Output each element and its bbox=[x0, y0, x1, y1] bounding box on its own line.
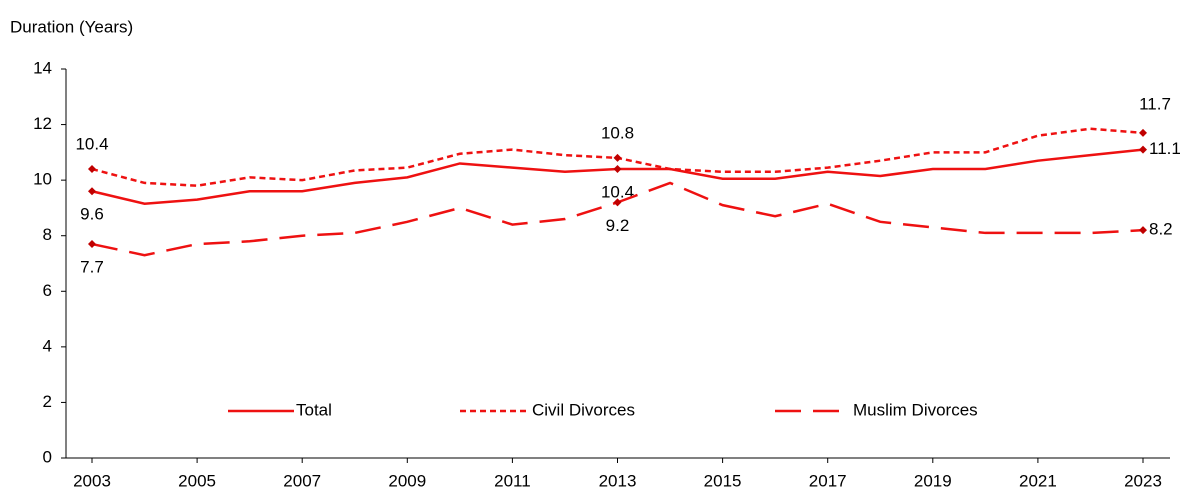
x-tick-label: 2013 bbox=[599, 471, 637, 490]
marker bbox=[613, 165, 622, 174]
marker bbox=[613, 153, 622, 162]
y-tick-label: 6 bbox=[43, 281, 52, 300]
marker bbox=[88, 240, 96, 249]
data-label: 10.4 bbox=[75, 135, 108, 154]
legend-label: Total bbox=[296, 400, 332, 419]
data-label: 11.1 bbox=[1149, 139, 1181, 158]
y-tick-label: 4 bbox=[43, 336, 52, 355]
data-label: 8.2 bbox=[1149, 220, 1173, 239]
x-tick-label: 2017 bbox=[809, 471, 847, 490]
x-tick-label: 2015 bbox=[704, 471, 742, 490]
data-label: 9.2 bbox=[606, 216, 630, 235]
legend-label: Civil Divorces bbox=[532, 400, 635, 419]
marker bbox=[88, 165, 96, 174]
x-tick-label: 2023 bbox=[1124, 471, 1162, 490]
marker bbox=[88, 187, 96, 196]
data-label: 10.8 bbox=[601, 123, 634, 142]
data-label: 9.6 bbox=[80, 205, 104, 224]
data-label: 10.4 bbox=[601, 183, 634, 202]
x-tick-label: 2003 bbox=[73, 471, 111, 490]
y-tick-label: 0 bbox=[43, 447, 52, 466]
x-tick-label: 2005 bbox=[178, 471, 216, 490]
marker bbox=[1139, 226, 1147, 235]
y-tick-label: 14 bbox=[33, 58, 52, 77]
y-tick-label: 2 bbox=[43, 392, 52, 411]
y-tick-label: 10 bbox=[33, 170, 52, 189]
marker bbox=[1139, 145, 1147, 154]
data-label: 7.7 bbox=[80, 258, 104, 277]
y-tick-label: 8 bbox=[43, 225, 52, 244]
data-label: 11.7 bbox=[1139, 94, 1171, 113]
x-tick-label: 2021 bbox=[1019, 471, 1057, 490]
y-tick-label: 12 bbox=[33, 114, 52, 133]
x-tick-label: 2009 bbox=[388, 471, 426, 490]
x-tick-label: 2011 bbox=[494, 471, 531, 490]
marker bbox=[613, 198, 622, 207]
marker bbox=[1139, 128, 1147, 137]
x-tick-label: 2007 bbox=[283, 471, 321, 490]
legend-label: Muslim Divorces bbox=[853, 400, 978, 419]
y-axis-label: Duration (Years) bbox=[10, 17, 133, 36]
x-tick-label: 2019 bbox=[914, 471, 952, 490]
